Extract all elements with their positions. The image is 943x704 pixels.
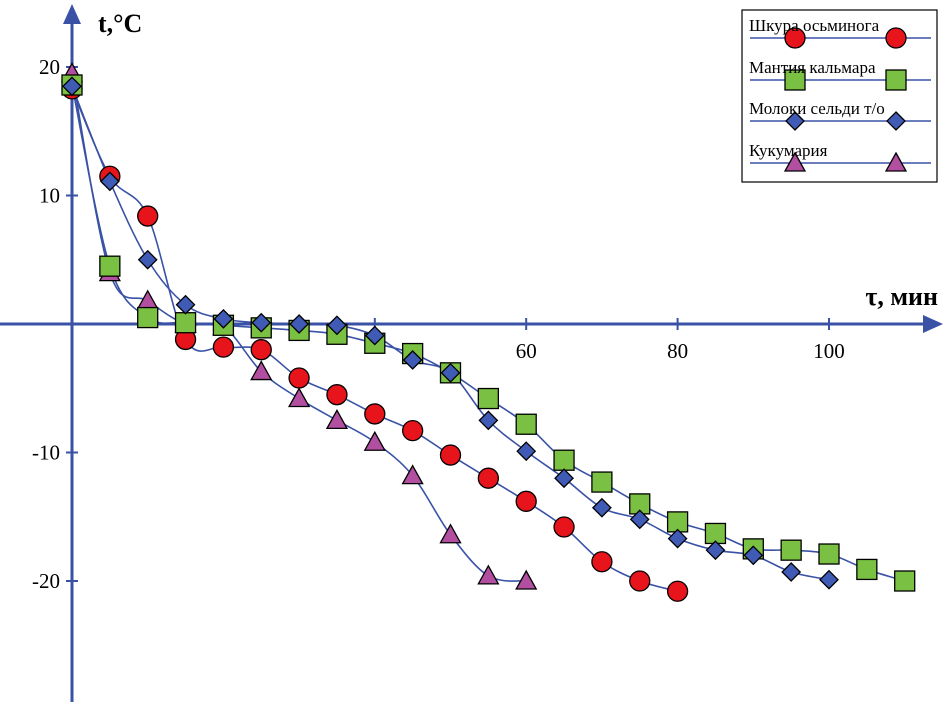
plot-markers xyxy=(60,62,916,602)
series-1-point xyxy=(629,570,651,592)
series-2-point xyxy=(818,543,840,565)
x-tick-label: 80 xyxy=(667,339,688,363)
series-4-point xyxy=(477,564,500,585)
series-2-point xyxy=(137,306,159,329)
series-3-point xyxy=(819,569,839,590)
legend-label-4: Кукумария xyxy=(749,141,828,160)
series-1-point xyxy=(326,384,348,406)
series-3-point xyxy=(175,294,196,315)
series-3-point xyxy=(402,350,423,370)
series-4-point xyxy=(439,523,462,544)
series-3-point xyxy=(99,171,120,192)
series-3-point xyxy=(591,497,612,518)
series-3-point xyxy=(554,468,574,489)
series-1-point xyxy=(553,516,575,538)
legend-label-1: Шкура осьминога xyxy=(749,16,880,35)
series-2-point xyxy=(591,471,613,493)
x-axis-arrow xyxy=(923,315,943,333)
series-3-point xyxy=(289,314,310,334)
series-2-point xyxy=(515,413,537,435)
series-2-point xyxy=(99,255,121,277)
legend-marker-1 xyxy=(784,27,806,49)
series-1-point xyxy=(364,403,386,425)
series-2-point xyxy=(894,570,916,592)
series-4-point xyxy=(287,387,311,408)
legend-marker-4 xyxy=(884,151,908,172)
series-3-point xyxy=(743,545,764,566)
legend-marker-3 xyxy=(886,111,906,131)
legend-label-2: Мантия кальмара xyxy=(749,58,876,77)
y-tick-label: 20 xyxy=(39,55,60,79)
series-3-point xyxy=(667,528,688,549)
y-tick-label: -10 xyxy=(32,441,60,465)
series-1-point xyxy=(477,467,500,489)
series-3-point xyxy=(251,312,272,333)
series-1-point xyxy=(439,444,462,466)
series-3-point xyxy=(62,76,82,97)
series-1-point xyxy=(250,339,272,361)
series-3-point xyxy=(364,325,385,346)
series-4-point xyxy=(363,430,386,451)
series-2-point xyxy=(856,558,878,581)
series-2-point xyxy=(553,449,575,471)
legend: Шкура осьминога Мантия кальмара Молоки сел… xyxy=(741,9,938,183)
series-3-point xyxy=(516,441,537,462)
series-2-point xyxy=(780,539,802,561)
series-4-point xyxy=(250,360,273,381)
series-1-point xyxy=(515,490,537,512)
series-3-point xyxy=(137,249,158,270)
series-3-point xyxy=(781,562,802,582)
y-axis-arrow xyxy=(63,4,81,24)
series-4-point xyxy=(515,569,538,590)
legend-label-3: Молоки сельди т/о xyxy=(749,99,885,118)
x-tick-label: 60 xyxy=(516,339,537,363)
series-4-point xyxy=(136,289,159,310)
legend-marker-2 xyxy=(784,69,806,91)
series-1-point xyxy=(212,336,235,358)
series-3-point xyxy=(629,509,650,530)
legend-marker-1 xyxy=(885,27,907,49)
x-axis-title: τ, мин xyxy=(865,282,938,311)
series-4-point xyxy=(325,409,349,430)
series-1-point xyxy=(401,420,424,442)
y-axis-title: t,°C xyxy=(98,9,142,38)
y-tick-label: -20 xyxy=(32,569,60,593)
series-3-point xyxy=(327,315,347,336)
series-1-point xyxy=(591,551,613,573)
series-2-point xyxy=(477,387,500,410)
series-3-point xyxy=(705,540,726,561)
series-3-point xyxy=(478,410,499,431)
series-3-point xyxy=(213,308,234,329)
series-3-point xyxy=(440,362,461,383)
series-1-point xyxy=(288,367,310,389)
series-4-point xyxy=(401,464,424,485)
legend-marker-2 xyxy=(885,69,907,91)
legend-marker-4 xyxy=(783,151,807,172)
series-1-point xyxy=(137,205,159,227)
series-1-point xyxy=(666,580,689,602)
legend-marker-3 xyxy=(785,111,805,131)
series-2-point xyxy=(174,312,197,334)
x-tick-label: 100 xyxy=(813,339,845,363)
y-tick-label: 10 xyxy=(39,184,60,208)
